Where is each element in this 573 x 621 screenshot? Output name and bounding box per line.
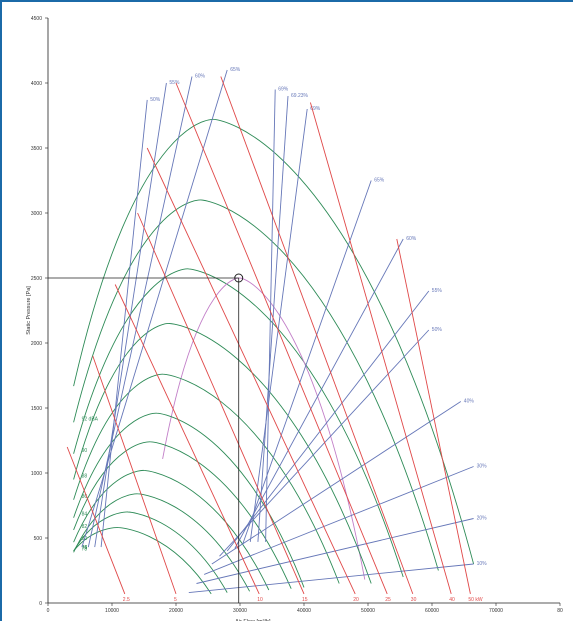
y-tick-label: 2500 [31, 276, 42, 282]
efficiency-label: 60% [406, 236, 417, 242]
power-line [146, 147, 356, 595]
y-tick-label: 2000 [31, 341, 42, 347]
speed-curve [162, 277, 366, 580]
x-tick-label: 80 [557, 608, 563, 614]
speed-curve [73, 323, 372, 584]
efficiency-line [87, 76, 193, 548]
operating-point-marker [234, 273, 244, 283]
x-tick-label: 20000 [169, 608, 183, 614]
power-line [220, 76, 414, 595]
power-label: 2.5 [123, 597, 130, 603]
efficiency-label: 10% [477, 561, 488, 567]
speed-curve [73, 199, 439, 571]
efficiency-line [257, 95, 289, 542]
efficiency-line [265, 89, 276, 542]
x-tick-label: 0 [47, 608, 50, 614]
x-tick-label: 70000 [489, 608, 503, 614]
efficiency-label: 60% [195, 74, 206, 80]
efficiency-label: 69% [310, 106, 321, 112]
speed-curve-label: 90 [82, 448, 88, 454]
speed-curve-label: 86 [82, 494, 88, 500]
efficiency-label: 50% [150, 97, 161, 103]
power-label: 15 [302, 597, 308, 603]
power-line [66, 446, 126, 595]
speed-curve [73, 493, 250, 592]
y-tick-label: 4000 [31, 81, 42, 87]
power-label: 20 [353, 597, 359, 603]
x-tick-label: 10000 [105, 608, 119, 614]
efficiency-label: 30% [477, 464, 488, 470]
efficiency-line [94, 82, 167, 548]
x-tick-label: 50000 [361, 608, 375, 614]
efficiency-line [249, 108, 308, 542]
power-line [396, 238, 471, 594]
speed-curve [73, 118, 475, 565]
efficiency-line [226, 290, 430, 552]
efficiency-label: 55% [169, 80, 180, 86]
speed-curve-label: 82 [82, 524, 88, 530]
speed-curve [73, 373, 340, 584]
power-label: 10 [257, 597, 263, 603]
power-label: 30 [411, 597, 417, 603]
y-tick-label: 1500 [31, 406, 42, 412]
power-line [309, 102, 452, 595]
efficiency-label: 55% [432, 288, 443, 294]
speed-curve-label: 92 dBA [82, 416, 99, 422]
y-tick-label: 3000 [31, 211, 42, 217]
efficiency-line [211, 401, 462, 565]
x-tick-label: 60000 [425, 608, 439, 614]
y-tick-label: 0 [39, 601, 42, 607]
y-axis-label: Static Pressure [Pa] [26, 286, 32, 335]
speed-curve [73, 412, 305, 588]
power-label: 50 kW [468, 597, 482, 603]
efficiency-label: 50% [432, 327, 443, 333]
efficiency-label: 69.23% [291, 93, 309, 99]
speed-curve-label: 88 [82, 474, 88, 480]
y-tick-label: 500 [34, 536, 43, 542]
y-tick-label: 4500 [31, 16, 42, 22]
efficiency-label: 40% [464, 399, 475, 405]
efficiency-line [219, 329, 430, 557]
speed-curve [73, 469, 270, 591]
power-label: 25 [385, 597, 391, 603]
efficiency-line [203, 466, 474, 575]
speed-curve-label: 78 [82, 546, 88, 552]
speed-curve [73, 511, 228, 593]
power-line [137, 212, 305, 595]
speed-curve-label: 74 [82, 545, 88, 551]
speed-curve-label: 76 [82, 545, 88, 551]
power-line [175, 82, 388, 595]
efficiency-label: 20% [477, 516, 488, 522]
efficiency-label: 69% [278, 87, 289, 93]
power-line [92, 355, 177, 595]
power-label: 40 [449, 597, 455, 603]
x-tick-label: 30000 [233, 608, 247, 614]
power-label: 5 [174, 597, 177, 603]
efficiency-label: 65% [374, 178, 385, 184]
efficiency-line [188, 563, 474, 594]
power-line [114, 284, 260, 595]
speed-curve-label: 84 [82, 512, 88, 518]
x-tick-label: 40000 [297, 608, 311, 614]
y-tick-label: 3500 [31, 146, 42, 152]
x-axis-label: Air Flow [m³/h] [235, 619, 271, 621]
efficiency-line [234, 238, 404, 549]
speed-curve [73, 527, 212, 595]
efficiency-line [100, 99, 148, 548]
y-tick-label: 1000 [31, 471, 42, 477]
efficiency-label: 65% [230, 67, 241, 73]
